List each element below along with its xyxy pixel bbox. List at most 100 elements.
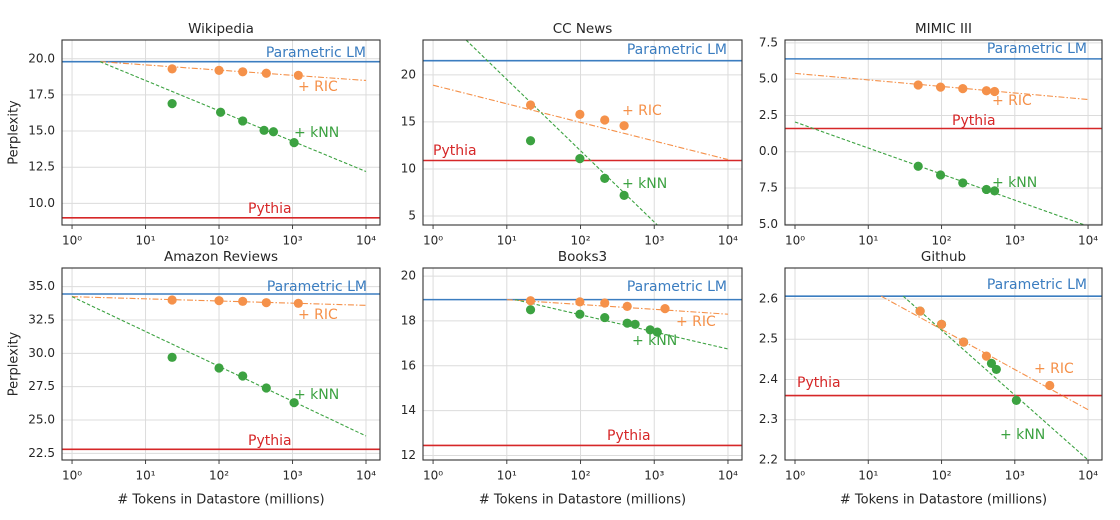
series-label: + kNN [622, 176, 667, 192]
line-label: Pythia [433, 143, 477, 159]
x-tick-label: 10⁰ [785, 234, 805, 248]
y-tick-label: 15 [401, 114, 416, 128]
y-tick-label: 5.0 [759, 217, 778, 231]
point [619, 121, 629, 131]
line-label: Parametric LM [987, 277, 1087, 293]
x-tick-label: 10² [570, 469, 590, 483]
point [913, 80, 923, 90]
point [214, 296, 224, 306]
point [214, 65, 224, 75]
x-tick-label: 10³ [1005, 469, 1025, 483]
x-tick-label: 10⁴ [1078, 469, 1098, 483]
y-tick-label: 25.0 [28, 413, 55, 427]
x-tick-label: 10² [931, 234, 951, 248]
line-label: Pythia [248, 433, 292, 449]
plot-area [62, 60, 380, 219]
point [958, 178, 968, 188]
x-tick-label: 10⁰ [785, 469, 805, 483]
line-label: Pythia [952, 113, 996, 129]
point [958, 84, 968, 94]
point [575, 109, 585, 119]
point [981, 184, 992, 195]
x-tick-label: 10³ [644, 469, 664, 483]
point [261, 68, 271, 78]
panel-title: CC News [553, 21, 613, 37]
point [981, 86, 992, 96]
point [913, 161, 923, 171]
x-tick-label: 10⁴ [718, 234, 738, 248]
x-tick-label: 10² [209, 469, 229, 483]
series-label: + kNN [294, 125, 339, 141]
x-tick-label: 10³ [282, 234, 302, 248]
y-tick-label: 2.5 [759, 108, 778, 122]
axes-frame [61, 39, 381, 226]
point [238, 67, 248, 77]
series-label: + RIC [622, 103, 662, 119]
point [293, 70, 303, 81]
point [293, 298, 303, 308]
x-tick-label: 10⁴ [356, 469, 376, 483]
fit-line [465, 40, 658, 225]
series-label: + RIC [298, 307, 338, 323]
point [261, 298, 271, 308]
line-label: Parametric LM [987, 41, 1087, 57]
x-axis-label: # Tokens in Datastore (millions) [840, 493, 1047, 508]
point [525, 100, 536, 110]
axes-frame [422, 39, 743, 226]
x-tick-label: 10⁴ [356, 234, 376, 248]
fit-line [515, 299, 729, 350]
axes-frame [784, 267, 1103, 461]
point [575, 154, 585, 164]
point [238, 296, 248, 306]
plot-area [423, 296, 742, 447]
x-tick-label: 10⁰ [62, 234, 82, 248]
point [989, 86, 1000, 97]
point [652, 327, 662, 337]
point [958, 337, 969, 347]
y-tick-label: 2.5 [759, 332, 778, 346]
point [238, 371, 248, 381]
y-tick-label: 16 [401, 358, 416, 372]
x-tick-label: 10⁰ [423, 469, 443, 483]
point [575, 297, 585, 307]
line-label: Parametric LM [627, 279, 727, 295]
x-axis-label: # Tokens in Datastore (millions) [117, 493, 324, 508]
y-tick-label: 30.0 [28, 346, 55, 360]
x-tick-label: 10³ [644, 234, 664, 248]
point [600, 115, 610, 125]
plot-area [785, 58, 1102, 225]
point [167, 352, 177, 362]
y-tick-label: 14 [401, 403, 416, 417]
y-tick-label: 27.5 [28, 379, 55, 393]
axes-frame [61, 267, 381, 461]
x-tick-label: 10⁰ [423, 234, 443, 248]
point [238, 116, 248, 126]
point [261, 383, 271, 393]
point [167, 64, 177, 74]
line-label: Pythia [797, 375, 841, 391]
point [289, 398, 299, 408]
point [214, 363, 224, 373]
axes-frame [784, 39, 1103, 226]
series-label: + kNN [632, 333, 677, 349]
x-tick-label: 10⁰ [62, 469, 82, 483]
y-tick-label: 35.0 [28, 279, 55, 293]
y-axis-label: Perplexity [7, 331, 22, 396]
line-label: Parametric LM [267, 279, 367, 295]
point [167, 295, 177, 305]
panel-title: MIMIC III [915, 21, 972, 37]
point [289, 138, 299, 148]
x-tick-label: 10² [931, 469, 951, 483]
point [935, 82, 946, 92]
y-tick-label: 2.4 [759, 372, 778, 386]
line-label: Pythia [607, 428, 651, 444]
panel-title: Amazon Reviews [164, 249, 278, 265]
point [991, 364, 1001, 375]
series-label: + kNN [1000, 427, 1045, 443]
line-label: Parametric LM [266, 45, 366, 61]
x-axis-label: # Tokens in Datastore (millions) [479, 493, 686, 508]
point [525, 305, 536, 315]
point [645, 325, 655, 335]
y-tick-label: 5.0 [759, 72, 778, 86]
